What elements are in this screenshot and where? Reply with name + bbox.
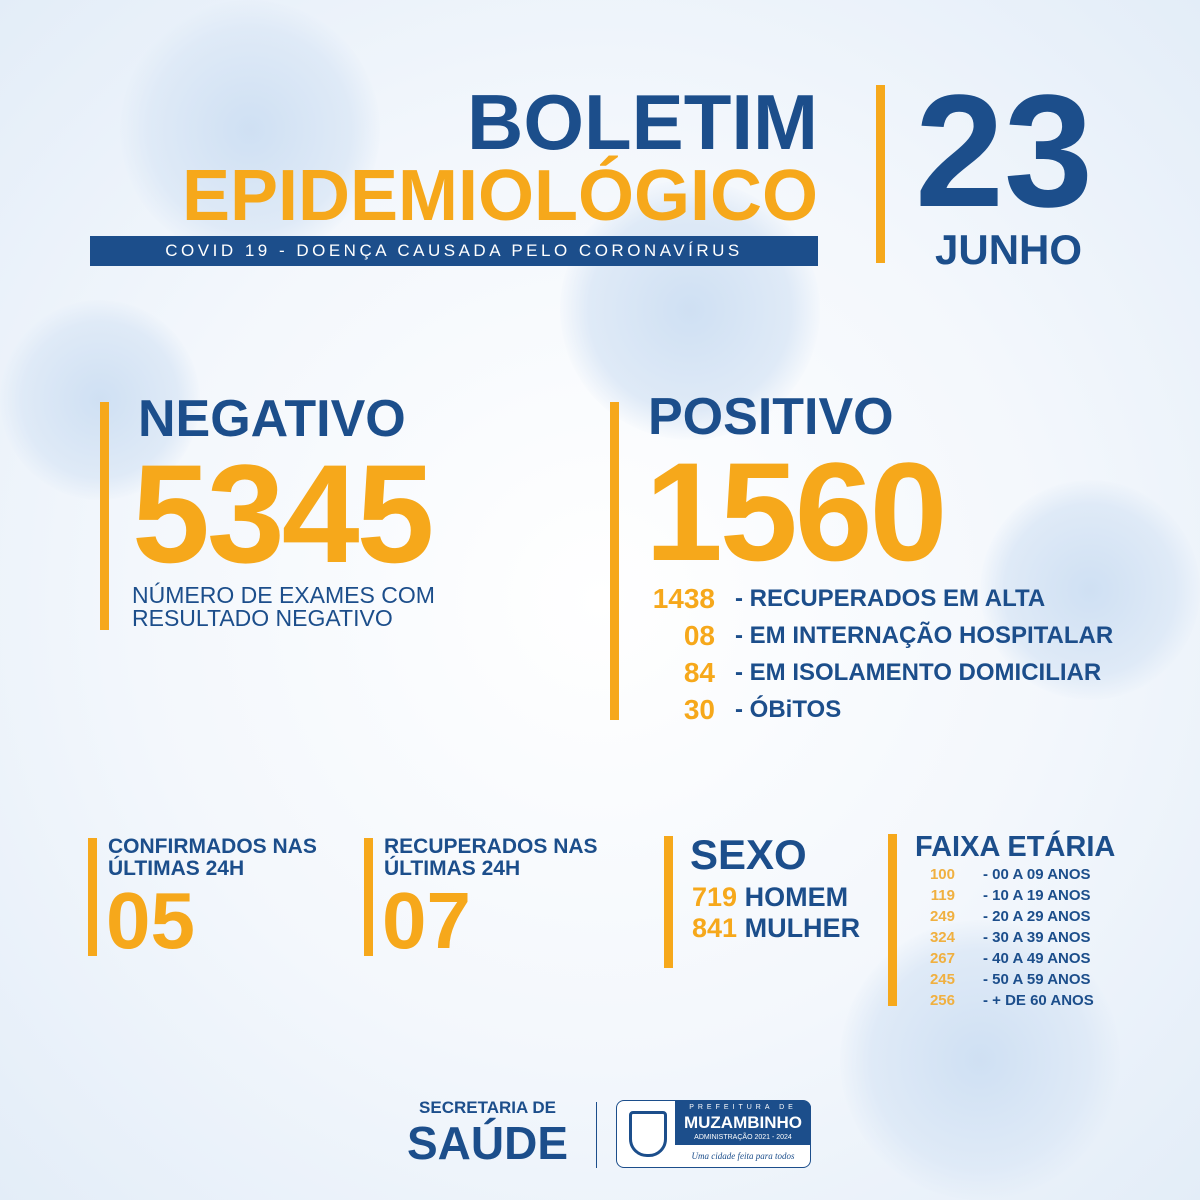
virus-decoration — [560, 180, 820, 440]
recuperados-label: RECUPERADOS NAS ÚLTIMAS 24H — [384, 836, 598, 880]
faixa-label: FAIXA ETÁRIA — [915, 831, 1116, 863]
secretaria-logo: SECRETARIA DE SAÚDE — [390, 1098, 585, 1168]
label-line: ÚLTIMAS 24H — [384, 857, 521, 880]
title-epidemiologico: EPIDEMIOLÓGICO — [181, 156, 818, 236]
recuperados-bar — [364, 838, 373, 956]
age-row: 100 - 00 A 09 ANOS — [910, 864, 1091, 885]
age-value: 267 — [929, 950, 955, 967]
row-value: 30 — [683, 694, 715, 725]
positivo-row: 84 - EM ISOLAMENTO DOMICILIAR — [625, 656, 1101, 690]
confirmados-value: 05 — [106, 876, 195, 965]
age-row: 245 - 50 A 59 ANOS — [910, 969, 1091, 990]
age-row: 256 - + DE 60 ANOS — [910, 990, 1094, 1011]
positivo-row: 08 - EM INTERNAÇÃO HOSPITALAR — [625, 619, 1113, 653]
negativo-description: NÚMERO DE EXAMES COM RESULTADO NEGATIVO — [132, 584, 435, 630]
age-row: 267 - 40 A 49 ANOS — [910, 948, 1091, 969]
prefeitura-banner: PREFEITURA DE MUZAMBINHO ADMINISTRAÇÃO 2… — [675, 1101, 811, 1145]
age-label: - 30 A 39 ANOS — [983, 929, 1091, 946]
prefeitura-text: PREFEITURA DE — [689, 1104, 797, 1111]
label-line: ÚLTIMAS 24H — [108, 857, 245, 880]
sexo-value: 841 — [692, 913, 738, 943]
negativo-bar — [100, 402, 109, 630]
row-label: - ÓBiTOS — [735, 696, 842, 723]
date-day: 23 — [915, 61, 1093, 240]
negativo-label: NEGATIVO — [138, 390, 406, 448]
age-label: - + DE 60 ANOS — [983, 992, 1094, 1009]
sexo-value: 719 — [692, 882, 738, 912]
secretaria-line2: SAÚDE — [406, 1117, 569, 1169]
title-boletim: BOLETIM — [467, 78, 818, 166]
age-label: - 10 A 19 ANOS — [983, 887, 1091, 904]
age-label: - 40 A 49 ANOS — [983, 950, 1091, 967]
sexo-label: SEXO — [690, 831, 807, 878]
recuperados-value: 07 — [382, 876, 471, 965]
age-row: 119 - 10 A 19 ANOS — [910, 885, 1091, 906]
age-value: 256 — [929, 992, 955, 1009]
sexo-item-label: HOMEM — [744, 882, 849, 912]
age-value: 100 — [929, 866, 955, 883]
age-row: 249 - 20 A 29 ANOS — [910, 906, 1091, 927]
sexo-row: 719 HOMEM — [692, 882, 848, 912]
row-label: - EM INTERNAÇÃO HOSPITALAR — [735, 622, 1114, 649]
row-value: 08 — [683, 620, 715, 651]
age-label: - 50 A 59 ANOS — [983, 971, 1091, 988]
sexo-row: 841 MULHER — [692, 913, 860, 943]
slogan: Uma cidade feita para todos — [691, 1151, 795, 1161]
sexo-item-label: MULHER — [744, 913, 861, 943]
positivo-value: 1560 — [645, 433, 947, 590]
secretaria-line1: SECRETARIA DE — [419, 1098, 556, 1117]
city-name: MUZAMBINHO — [683, 1113, 803, 1132]
age-value: 324 — [929, 929, 955, 946]
age-value: 245 — [929, 971, 955, 988]
positivo-label: POSITIVO — [648, 388, 894, 446]
row-value: 84 — [683, 657, 715, 688]
confirmados-label: CONFIRMADOS NAS ÚLTIMAS 24H — [108, 836, 317, 880]
age-label: - 20 A 29 ANOS — [983, 908, 1091, 925]
negativo-value: 5345 — [132, 435, 434, 592]
date-month: JUNHO — [935, 226, 1083, 273]
row-label: - EM ISOLAMENTO DOMICILIAR — [735, 659, 1102, 686]
row-value: 1438 — [652, 583, 715, 614]
confirmados-bar — [88, 838, 97, 956]
positivo-bar — [610, 402, 619, 720]
age-value: 119 — [930, 887, 955, 904]
positivo-row: 1438 - RECUPERADOS EM ALTA — [625, 582, 1046, 616]
sexo-bar — [664, 836, 673, 968]
label-line: RECUPERADOS NAS — [384, 835, 598, 858]
positivo-row: 30 - ÓBiTOS — [625, 693, 841, 727]
virus-decoration — [120, 0, 380, 260]
negativo-desc-line1: NÚMERO DE EXAMES COM — [132, 582, 435, 608]
age-label: - 00 A 09 ANOS — [983, 866, 1091, 883]
row-label: - RECUPERADOS EM ALTA — [735, 585, 1046, 612]
virus-decoration — [840, 920, 1120, 1200]
subtitle-banner: COVID 19 - DOENÇA CAUSADA PELO CORONAVÍR… — [90, 236, 818, 266]
label-line: CONFIRMADOS NAS — [108, 835, 317, 858]
prefeitura-logo: PREFEITURA DE MUZAMBINHO ADMINISTRAÇÃO 2… — [616, 1100, 811, 1168]
administration-text: ADMINISTRAÇÃO 2021 - 2024 — [694, 1134, 792, 1141]
negativo-desc-line2: RESULTADO NEGATIVO — [132, 605, 393, 631]
age-row: 324 - 30 A 39 ANOS — [910, 927, 1091, 948]
coat-of-arms-icon — [629, 1111, 667, 1157]
footer-divider — [596, 1102, 597, 1168]
age-value: 249 — [929, 908, 955, 925]
faixa-bar — [888, 834, 897, 1006]
virus-decoration — [980, 480, 1200, 700]
header-divider — [876, 85, 885, 263]
